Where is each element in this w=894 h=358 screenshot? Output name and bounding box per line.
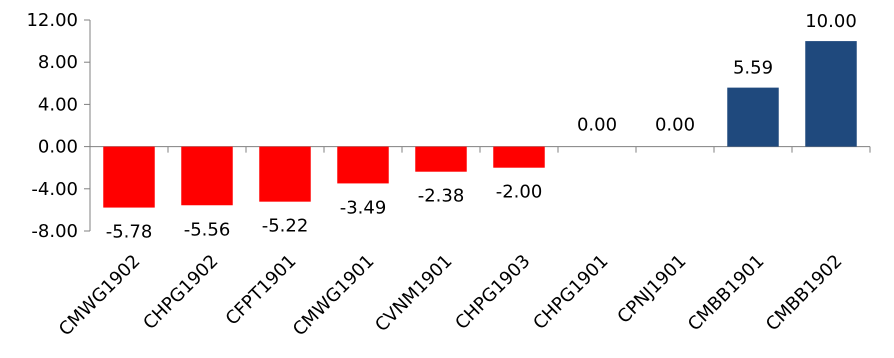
category-label: CMBB1901	[684, 251, 769, 336]
bar-cmwg1901	[337, 147, 388, 184]
y-tick-label: 0.00	[38, 137, 78, 158]
data-label: 5.59	[733, 58, 773, 79]
category-label: CMBB1902	[762, 251, 847, 336]
bar-cvnm1901	[415, 147, 466, 172]
data-label: 0.00	[655, 115, 695, 136]
y-tick-label: -8.00	[31, 221, 78, 242]
y-tick-label: 4.00	[38, 94, 78, 115]
category-label: CHPG1903	[451, 251, 534, 334]
category-label: CPNJ1901	[613, 251, 690, 328]
category-label: CMWG1902	[55, 251, 145, 341]
data-label: -5.22	[262, 216, 309, 237]
category-label: CHPG1902	[139, 251, 222, 334]
data-label: 0.00	[577, 115, 617, 136]
bar-cmbb1902	[805, 41, 856, 147]
data-label: -2.00	[496, 182, 543, 203]
category-label: CHPG1901	[529, 251, 612, 334]
bar-cfpt1901	[259, 147, 310, 202]
bar-cmwg1902	[103, 147, 154, 208]
bar-cmbb1901	[727, 88, 778, 147]
data-label: -3.49	[340, 197, 387, 218]
data-label: -2.38	[418, 186, 465, 207]
category-label: CMWG1901	[289, 251, 379, 341]
data-label: 10.00	[805, 11, 857, 32]
category-label: CVNM1901	[371, 251, 456, 336]
data-label: -5.56	[184, 219, 231, 240]
bar-chpg1902	[181, 147, 232, 206]
data-label: -5.78	[106, 222, 153, 243]
bar-chpg1903	[493, 147, 544, 168]
y-tick-label: 12.00	[26, 10, 78, 31]
chart-labels: -5.78 CMWG1902 -5.56 CHPG1902 -5.22 CFPT1901 -…	[55, 11, 857, 340]
category-label: CFPT1901	[222, 251, 301, 330]
y-tick-label: -4.00	[31, 179, 78, 200]
y-tick-label: 8.00	[38, 52, 78, 73]
